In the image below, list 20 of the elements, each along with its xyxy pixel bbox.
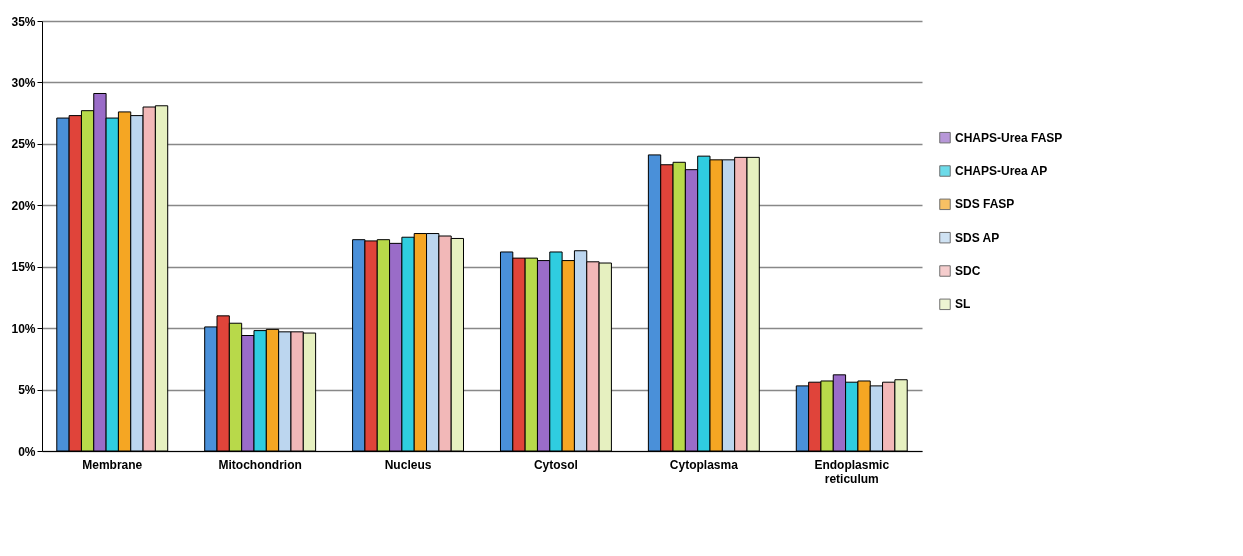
legend-label: SL (955, 297, 971, 312)
y-tick-label: 20% (11, 198, 36, 213)
y-tick-label: 0% (18, 444, 36, 459)
y-tick-label: 35% (11, 14, 36, 29)
legend-label: CHAPS-Urea AP (955, 164, 1048, 178)
legend-label: SDC (955, 264, 981, 278)
y-tick-label: 15% (11, 260, 36, 275)
x-tick-label: Cytosol (533, 457, 578, 472)
y-tick-label: 5% (18, 383, 36, 398)
x-tick-label: Mitochondrion (218, 457, 302, 472)
legend-label: SDS FASP (955, 197, 1015, 212)
x-tick-label: Membrane (82, 457, 143, 472)
x-tick-label: Cytoplasma (669, 457, 739, 472)
y-tick-label: 25% (11, 137, 36, 152)
legend-label: CHAPS-Urea FASP (955, 130, 1063, 145)
x-tick-label: Nucleus (384, 457, 432, 472)
x-tick-label: Endoplasmic reticulum (814, 457, 890, 486)
legend-label: SDS AP (955, 230, 1000, 245)
y-tick-label: 10% (11, 321, 36, 336)
y-tick-label: 30% (11, 75, 36, 90)
